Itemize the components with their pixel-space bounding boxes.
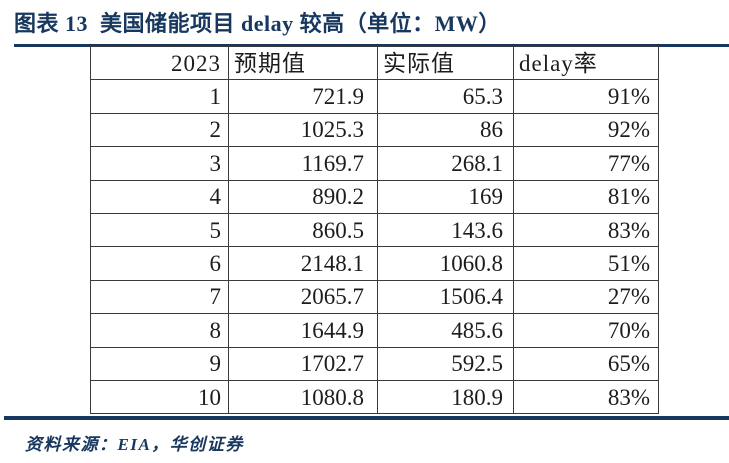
table-row: 6 2148.1 1060.8 51% bbox=[90, 246, 659, 281]
figure-title: 图表 13 美国储能项目 delay 较高（单位：MW） bbox=[14, 11, 501, 36]
table-cell: 86 bbox=[377, 112, 514, 148]
table-cell: 268.1 bbox=[377, 146, 514, 181]
table-cell: 65% bbox=[513, 346, 659, 381]
table-row: 2 1025.3 86 92% bbox=[90, 112, 659, 148]
table-cell: 83% bbox=[513, 379, 659, 415]
table-cell: 1 bbox=[90, 79, 229, 114]
table-cell: 2148.1 bbox=[228, 246, 378, 281]
table-cell: 890.2 bbox=[228, 179, 378, 214]
table-cell: 10 bbox=[90, 379, 229, 415]
table-cell: 1080.8 bbox=[228, 379, 378, 415]
table-row: 10 1080.8 180.9 83% bbox=[90, 379, 659, 415]
table-cell: 92% bbox=[513, 112, 659, 148]
header-row: 2023 预期值 实际值 delay率 bbox=[90, 45, 659, 81]
table-cell: 1702.7 bbox=[228, 346, 378, 381]
table-row: 4 890.2 169 81% bbox=[90, 179, 659, 214]
table-cell: 485.6 bbox=[377, 313, 514, 348]
column-header-year: 2023 bbox=[90, 45, 229, 81]
bottom-divider bbox=[4, 416, 729, 420]
table-cell: 4 bbox=[90, 179, 229, 214]
table-cell: 6 bbox=[90, 246, 229, 281]
table-cell: 180.9 bbox=[377, 379, 514, 415]
table-cell: 27% bbox=[513, 279, 659, 315]
title-divider bbox=[14, 44, 729, 47]
table-row: 5 860.5 143.6 83% bbox=[90, 212, 659, 248]
table-body: 1 721.9 65.3 91% 2 1025.3 86 92% 3 1169.7 268.1 77%… bbox=[90, 79, 659, 415]
table-row: 7 2065.7 1506.4 27% bbox=[90, 279, 659, 315]
table-cell: 592.5 bbox=[377, 346, 514, 381]
table-cell: 83% bbox=[513, 212, 659, 248]
table-cell: 70% bbox=[513, 313, 659, 348]
table-cell: 1025.3 bbox=[228, 112, 378, 148]
table-cell: 91% bbox=[513, 79, 659, 114]
table-row: 9 1702.7 592.5 65% bbox=[90, 346, 659, 381]
table-cell: 143.6 bbox=[377, 212, 514, 248]
table-cell: 3 bbox=[90, 146, 229, 181]
data-table: 2023 预期值 实际值 delay率 1 721.9 65.3 91% 2 1025.3… bbox=[90, 45, 659, 415]
table-row: 1 721.9 65.3 91% bbox=[90, 79, 659, 114]
table-cell: 81% bbox=[513, 179, 659, 214]
table-row: 3 1169.7 268.1 77% bbox=[90, 146, 659, 181]
column-header-delay-rate: delay率 bbox=[513, 45, 659, 81]
column-header-actual: 实际值 bbox=[377, 45, 514, 81]
table-cell: 7 bbox=[90, 279, 229, 315]
table-cell: 1506.4 bbox=[377, 279, 514, 315]
table-cell: 51% bbox=[513, 246, 659, 281]
table-cell: 1169.7 bbox=[228, 146, 378, 181]
table-cell: 2 bbox=[90, 112, 229, 148]
table-cell: 65.3 bbox=[377, 79, 514, 114]
table-cell: 5 bbox=[90, 212, 229, 248]
table-cell: 721.9 bbox=[228, 79, 378, 114]
table-cell: 2065.7 bbox=[228, 279, 378, 315]
table-cell: 1060.8 bbox=[377, 246, 514, 281]
table-cell: 8 bbox=[90, 313, 229, 348]
table-cell: 169 bbox=[377, 179, 514, 214]
table-cell: 9 bbox=[90, 346, 229, 381]
table-row: 8 1644.9 485.6 70% bbox=[90, 313, 659, 348]
table-cell: 860.5 bbox=[228, 212, 378, 248]
table-cell: 77% bbox=[513, 146, 659, 181]
column-header-expected: 预期值 bbox=[228, 45, 378, 81]
source-note: 资料来源：EIA，华创证券 bbox=[25, 435, 244, 454]
table-cell: 1644.9 bbox=[228, 313, 378, 348]
